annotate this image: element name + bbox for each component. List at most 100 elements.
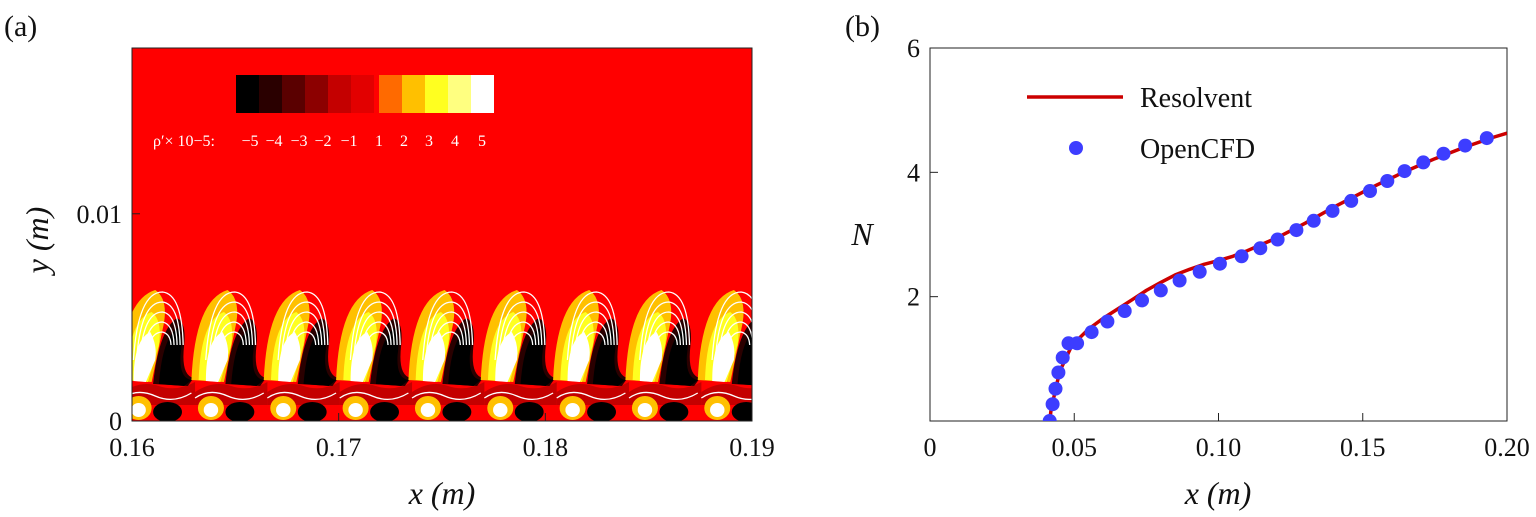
- series-opencfd-point: [1048, 381, 1063, 396]
- x-tick-label: 0.20: [1484, 433, 1530, 462]
- plot-a-xlabel: x (m): [408, 475, 476, 511]
- contour-line: [208, 301, 254, 361]
- lower-positive-core: [276, 403, 291, 417]
- contour-line: [359, 321, 392, 361]
- panel-a: (a) ρ′× 10−5: −5 −4 −3 −2 −1 1 2 3 4 5 0.16 0.17 0.1…: [4, 10, 775, 511]
- wave-structure: [480, 290, 557, 421]
- colorbar-positive-swatch: [402, 75, 425, 113]
- lower-positive-core: [420, 403, 436, 417]
- contour-line: [142, 321, 175, 361]
- contour-line: [576, 321, 609, 361]
- plot-b-xlabel: x (m): [1184, 475, 1252, 511]
- colorbar-negative-swatch: [351, 75, 374, 113]
- colorbar-tick-label: −5: [241, 133, 258, 150]
- colorbar-positive-swatch: [379, 75, 402, 113]
- wave-structure: [697, 290, 752, 421]
- contour-line: [497, 301, 543, 361]
- contour-line: [425, 301, 471, 361]
- contour-line: [717, 311, 752, 361]
- colorbar-tick-label: −1: [340, 133, 357, 150]
- x-tick-label: 0.18: [523, 433, 569, 462]
- colorbar-positive-swatch: [425, 75, 448, 113]
- series-opencfd-point: [1117, 304, 1132, 318]
- contour-line: [503, 321, 537, 361]
- colorbar-tick-label: 4: [451, 133, 459, 150]
- wave-structure: [553, 290, 630, 421]
- contour-line: [286, 321, 320, 361]
- contour-line: [422, 291, 474, 361]
- colorbar-tick-label: 1: [375, 133, 383, 150]
- contour-line: [411, 391, 482, 400]
- colorbar-positive-swatch: [448, 75, 471, 113]
- series-opencfd-point: [1212, 256, 1227, 271]
- positive-lobe-core: [278, 332, 301, 382]
- contour-line: [362, 331, 389, 361]
- legend-opencfd-label: OpenCFD: [1140, 134, 1255, 165]
- wave-structure: [191, 290, 268, 421]
- contour-line: [266, 391, 337, 400]
- negative-lobe-core: [592, 328, 626, 386]
- x-tick-label: 0.16: [109, 433, 155, 462]
- lower-negative-pocket: [587, 402, 617, 421]
- plot-a-ylabel: y (m): [19, 207, 55, 277]
- lower-negative-pocket: [225, 402, 255, 421]
- contour-line: [628, 391, 699, 400]
- series-opencfd-point: [1344, 193, 1359, 208]
- contour-line: [494, 291, 546, 361]
- negative-lobe-core: [520, 328, 554, 386]
- wave-structure: [408, 290, 485, 421]
- contour-line: [483, 391, 554, 400]
- contour-line: [648, 321, 682, 361]
- contour-line: [431, 321, 465, 361]
- lower-negative-pocket: [442, 402, 472, 421]
- contour-line: [217, 331, 245, 361]
- contour-line: [132, 391, 192, 400]
- contour-line: [711, 291, 752, 361]
- contour-line: [724, 331, 751, 361]
- contour-line: [145, 331, 172, 361]
- series-opencfd-point: [1306, 213, 1321, 228]
- x-tick-label: 0.19: [729, 433, 775, 462]
- negative-lobe-core: [158, 328, 192, 386]
- contour-line: [700, 391, 752, 400]
- contour-line: [714, 301, 752, 361]
- lower-positive-core: [565, 403, 580, 417]
- contour-line: [573, 311, 612, 361]
- legend-resolvent-label: Resolvent: [1140, 83, 1252, 114]
- contour-line: [277, 291, 329, 361]
- contour-line: [639, 291, 691, 361]
- series-opencfd-point: [1055, 350, 1070, 365]
- series-opencfd-point: [1416, 155, 1431, 170]
- contour-line: [339, 391, 409, 400]
- contour-line: [566, 291, 618, 361]
- contour-line: [651, 331, 679, 361]
- negative-lobe-core: [448, 328, 481, 386]
- positive-lobe-core: [567, 332, 590, 382]
- lower-negative-pocket: [297, 402, 327, 421]
- positive-lobe-core: [350, 332, 373, 382]
- x-tick-label: 0.10: [1196, 433, 1242, 462]
- contour-line: [642, 301, 688, 361]
- negative-lobe-core: [737, 331, 752, 386]
- plot-b-ylabel: N: [850, 216, 874, 252]
- x-tick-label: 0: [924, 433, 937, 462]
- lower-positive-core: [493, 403, 508, 417]
- plot-a-frame: [131, 47, 753, 422]
- colorbar-tick-label: −4: [265, 133, 282, 150]
- lower-negative-pocket: [731, 402, 752, 421]
- lower-positive-core: [132, 403, 146, 417]
- contour-line: [569, 301, 615, 361]
- colorbar-tick-label: 5: [478, 133, 486, 150]
- colorbar-negative-swatch: [282, 75, 305, 113]
- lower-negative-pocket: [153, 402, 183, 421]
- contour-line: [507, 331, 534, 361]
- contour-line: [428, 311, 468, 361]
- series-opencfd-point: [1363, 184, 1377, 198]
- legend: Resolvent OpenCFD: [1027, 83, 1255, 165]
- panel-b-label: (b): [845, 10, 880, 43]
- colorbar-positive-swatch: [471, 75, 494, 113]
- contour-line: [645, 311, 685, 361]
- lower-positive-core: [637, 403, 653, 417]
- series-opencfd-point: [1397, 164, 1412, 179]
